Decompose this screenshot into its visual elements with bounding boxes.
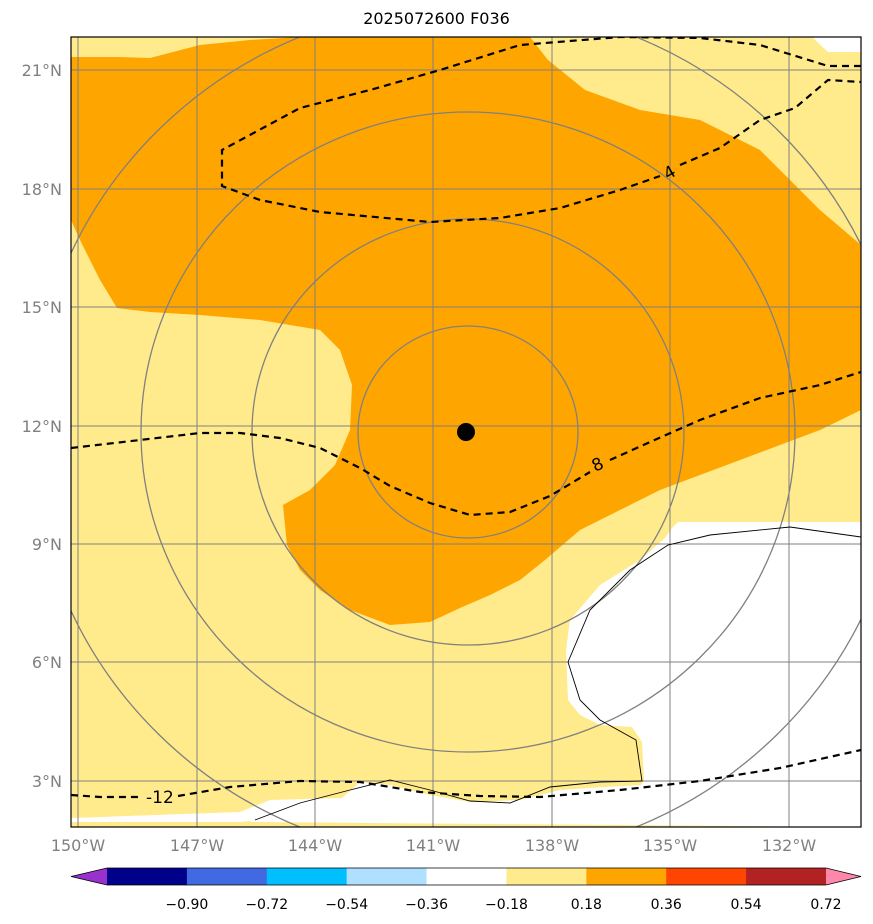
lat-label: 9°N — [32, 535, 62, 554]
lon-label: 135°W — [643, 836, 698, 855]
colorbar-extend-low — [71, 868, 107, 885]
colorbar-tick-label: −0.54 — [325, 897, 368, 913]
colorbar-block — [266, 868, 348, 885]
colorbar-tick-label: 0.72 — [810, 897, 841, 913]
map-frame — [70, 36, 862, 828]
colorbar: −0.90 −0.72 −0.54 −0.36 −0.18 0.18 0.36 0.54 0.7… — [70, 867, 862, 913]
white-region-bottom — [71, 800, 290, 822]
lon-label: 150°W — [51, 836, 106, 855]
colorbar-tick-label: 0.36 — [651, 897, 682, 913]
lon-label: 141°W — [406, 836, 461, 855]
map-area — [71, 37, 861, 827]
colorbar-block — [666, 868, 747, 885]
white-region-lower-right — [250, 522, 861, 827]
lon-label: 132°W — [762, 836, 817, 855]
lat-label: 12°N — [22, 417, 62, 436]
dashed-contours — [71, 37, 861, 799]
lat-labels: 21°N 18°N 15°N 12°N 9°N 6°N 3°N — [22, 61, 62, 791]
colorbar-block — [426, 868, 507, 885]
lat-label: 18°N — [22, 180, 62, 199]
colorbar-block — [186, 868, 268, 885]
colorbar-block — [746, 868, 827, 885]
lon-label: 147°W — [170, 836, 225, 855]
colorbar-blocks — [70, 867, 862, 886]
colorbar-block — [506, 868, 587, 885]
lat-label: 6°N — [32, 653, 62, 672]
lat-label: 3°N — [32, 772, 62, 791]
colorbar-outline — [70, 867, 862, 886]
lon-label: 144°W — [288, 836, 343, 855]
white-region-top-right — [812, 37, 861, 52]
lat-label: 15°N — [22, 298, 62, 317]
contour-label-minus-12: -12 — [146, 788, 174, 808]
colorbar-tick-label: 0.18 — [571, 897, 602, 913]
colorbar-block — [346, 868, 428, 885]
outline-shape — [254, 526, 861, 821]
lon-labels: 150°W 147°W 144°W 141°W 138°W 135°W 132°… — [51, 836, 817, 855]
colorbar-extend-high — [826, 868, 861, 885]
colorbar-block — [107, 868, 188, 885]
colorbar-tick-label: −0.36 — [405, 897, 448, 913]
center-marker — [457, 423, 475, 441]
colorbar-tick-label: −0.90 — [165, 897, 208, 913]
map-title: 2025072600 F036 — [363, 9, 510, 28]
colorbar-tick-label: −0.72 — [245, 897, 288, 913]
lon-label: 138°W — [525, 836, 580, 855]
lat-label: 21°N — [22, 61, 62, 80]
colorbar-tick-label: −0.18 — [485, 897, 528, 913]
colorbar-labels: −0.90 −0.72 −0.54 −0.36 −0.18 0.18 0.36 0.54 0.7… — [165, 897, 841, 913]
dark-fill-region — [71, 37, 861, 625]
colorbar-tick-label: 0.54 — [731, 897, 762, 913]
colorbar-block — [586, 868, 667, 885]
